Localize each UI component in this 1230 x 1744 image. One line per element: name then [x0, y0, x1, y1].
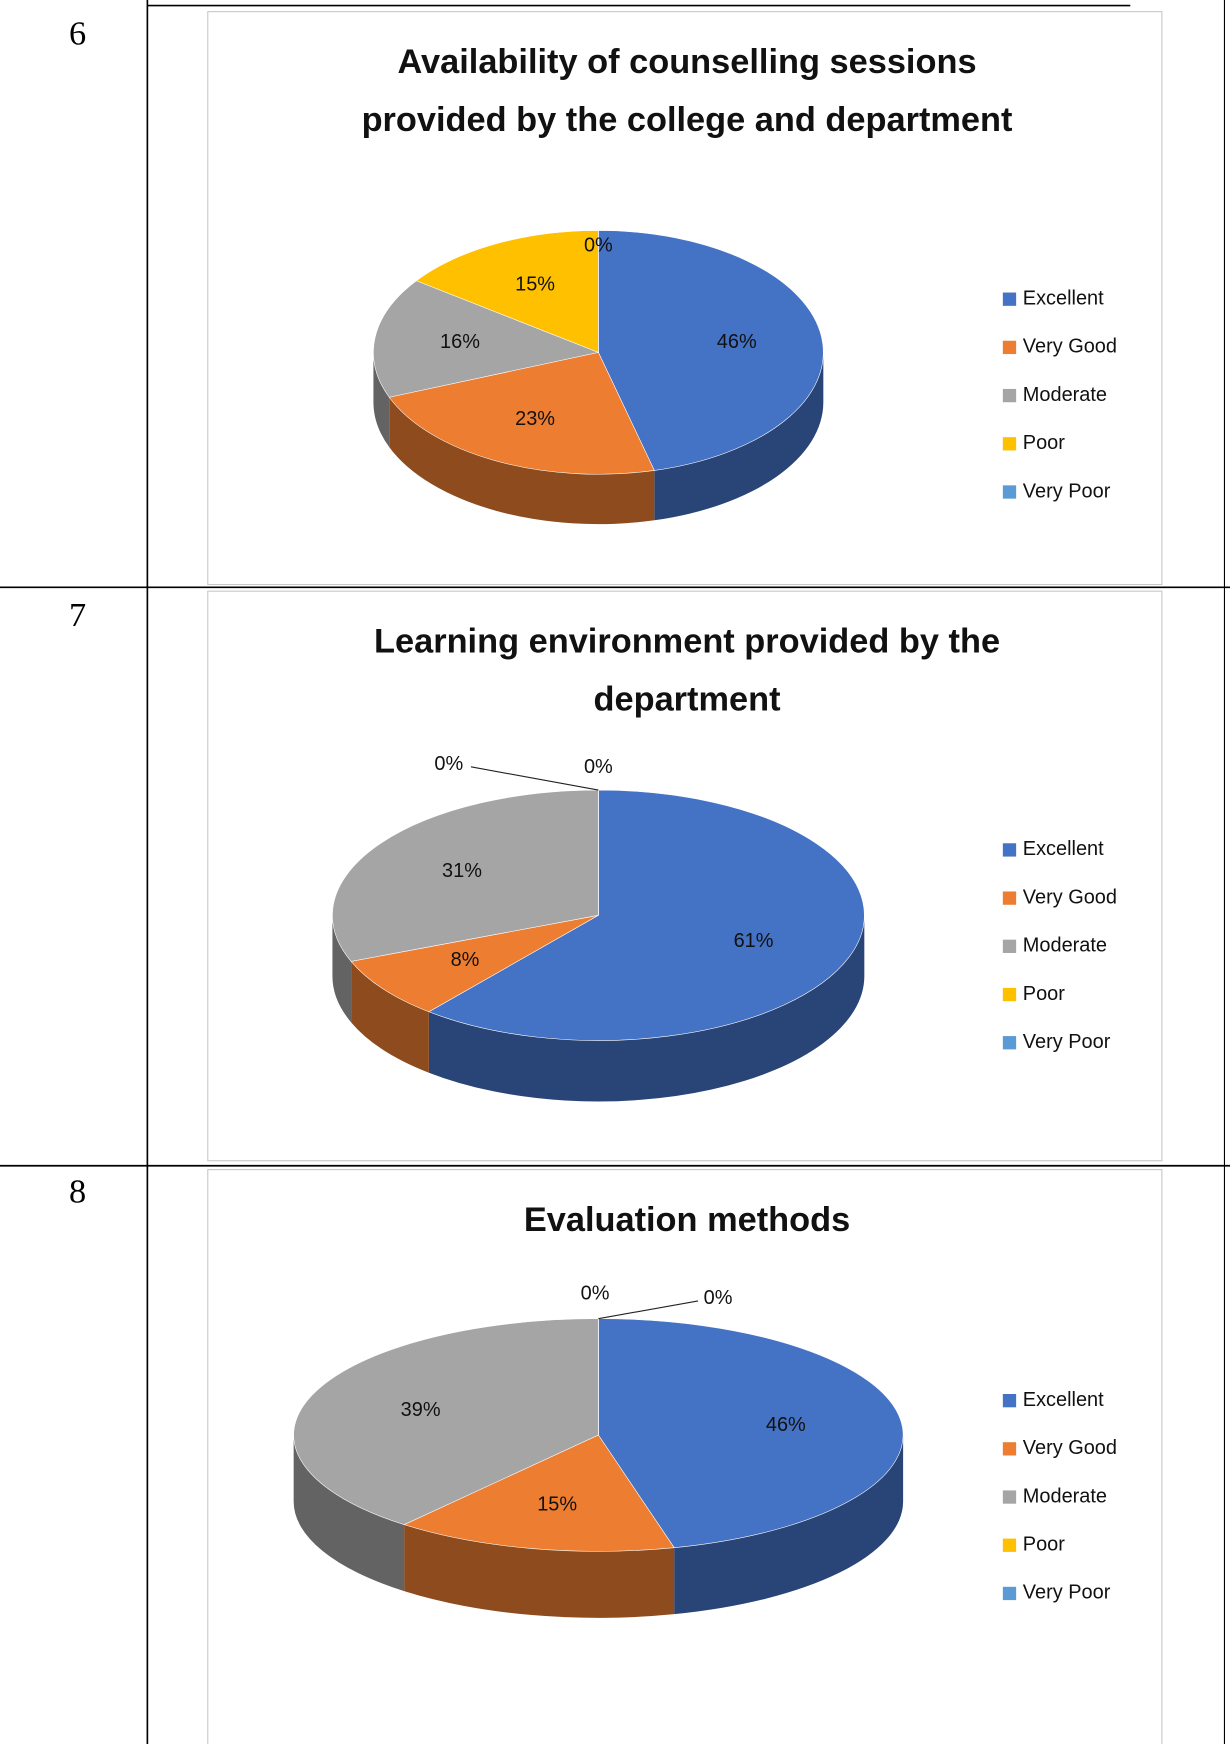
slice: [403, 1434, 675, 1552]
slice: [373, 280, 600, 398]
legend-swatch: [1002, 388, 1017, 403]
data-label: 23%: [515, 408, 555, 430]
legend-swatch: [1002, 939, 1017, 953]
row-number: 6: [68, 13, 87, 53]
legend-swatch: [1002, 987, 1017, 1002]
chart-frame: [207, 11, 1163, 586]
legend-label: Poor: [1023, 1534, 1065, 1556]
slice: [388, 352, 655, 475]
legend-swatch: [1002, 843, 1017, 857]
legend-label: Very Good: [1023, 336, 1117, 358]
slice-side: [674, 1435, 904, 1615]
legend-label: Moderate: [1023, 384, 1107, 406]
legend-swatch: [1002, 292, 1017, 306]
slice: [428, 789, 865, 1041]
legend-label: Very Good: [1023, 1437, 1117, 1459]
slice: [415, 230, 599, 353]
slice: [598, 230, 824, 471]
legend-label: Very Poor: [1023, 480, 1111, 502]
row-number: 7: [68, 595, 87, 634]
slice-side: [404, 1524, 675, 1618]
legend-label: Poor: [1023, 432, 1065, 454]
chart-frame: [207, 1169, 1163, 1744]
data-label: 15%: [515, 273, 555, 295]
legend-label: Very Poor: [1023, 1031, 1111, 1053]
chart-title: Learning environment provided by the dep…: [374, 621, 1001, 719]
data-label: 0%: [434, 753, 463, 775]
slice-side: [428, 915, 865, 1102]
data-label: 0%: [704, 1287, 733, 1309]
legend-label: Very Good: [1023, 886, 1117, 908]
legend-swatch: [1002, 1586, 1017, 1601]
data-label: 0%: [584, 234, 613, 256]
data-label: 16%: [440, 331, 480, 353]
legend-label: Moderate: [1023, 1485, 1107, 1507]
slice: [598, 1318, 904, 1548]
data-label: 31%: [442, 860, 482, 882]
legend-label: Excellent: [1023, 838, 1104, 860]
legend-label: Poor: [1023, 983, 1065, 1005]
row-number: 8: [68, 1171, 87, 1211]
legend-label: Excellent: [1023, 1389, 1104, 1411]
data-label: 46%: [766, 1414, 806, 1436]
chart-frame: [207, 590, 1163, 1162]
data-label: 15%: [537, 1494, 577, 1516]
legend-swatch: [1002, 1538, 1017, 1552]
data-label: 0%: [584, 756, 613, 778]
legend-label: Excellent: [1023, 287, 1104, 309]
slice-side: [654, 352, 824, 521]
legend-swatch: [1002, 891, 1017, 905]
legend-label: Moderate: [1023, 935, 1107, 957]
data-label: 8%: [451, 949, 480, 971]
slice-side: [351, 961, 429, 1073]
leader-line: [470, 766, 599, 791]
legend-swatch: [1002, 1490, 1017, 1504]
chart-title: Evaluation methods: [523, 1200, 851, 1239]
slice: [293, 1318, 599, 1525]
leader-line: [598, 1300, 699, 1320]
data-label: 46%: [717, 331, 757, 353]
legend-label: Very Poor: [1023, 1582, 1111, 1604]
data-label: 61%: [734, 930, 774, 952]
data-label: 0%: [581, 1283, 610, 1305]
legend-swatch: [1002, 485, 1017, 499]
slice-side: [332, 915, 352, 1023]
slice: [350, 915, 599, 1013]
chart-title: Availability of counselling sessions pro…: [361, 42, 1013, 139]
legend-swatch: [1002, 340, 1017, 355]
legend-swatch: [1002, 1036, 1017, 1050]
legend-swatch: [1002, 1442, 1017, 1456]
slice-side: [293, 1435, 405, 1592]
slice: [332, 789, 599, 962]
slice-side: [389, 397, 655, 525]
legend-swatch: [1002, 437, 1017, 451]
data-label: 39%: [401, 1399, 441, 1421]
legend-swatch: [1002, 1394, 1017, 1408]
